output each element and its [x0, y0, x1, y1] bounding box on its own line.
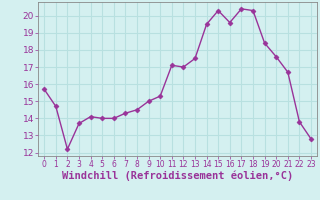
- X-axis label: Windchill (Refroidissement éolien,°C): Windchill (Refroidissement éolien,°C): [62, 171, 293, 181]
